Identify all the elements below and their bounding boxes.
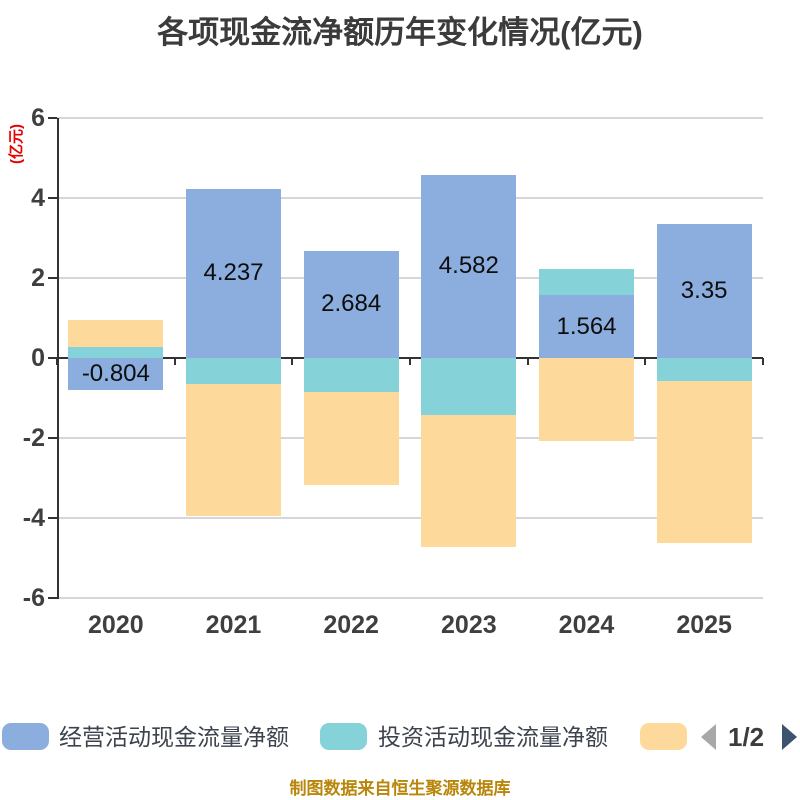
legend-swatch-financing[interactable] [640, 723, 687, 750]
x-axis-tick [644, 358, 647, 365]
x-axis-tick [56, 358, 58, 365]
x-axis-tick [173, 358, 176, 365]
y-tick-label: 0 [31, 344, 45, 372]
y-tick-label: 4 [31, 184, 45, 212]
bar-segment-financing[interactable] [539, 358, 634, 442]
y-axis-tick [48, 197, 57, 199]
y-gridline [57, 517, 763, 519]
y-axis-line [57, 118, 59, 599]
bar-value-label: 3.35 [680, 277, 728, 304]
y-tick-label: 6 [31, 104, 45, 132]
x-category-label: 2022 [323, 611, 379, 639]
chart-title: 各项现金流净额历年变化情况(亿元) [157, 15, 643, 50]
bar-segment-financing[interactable] [303, 392, 399, 486]
y-gridline [57, 597, 763, 599]
x-category-label: 2023 [441, 611, 497, 639]
footer-note: 制图数据来自恒生聚源数据库 [289, 779, 511, 798]
y-tick-label: -6 [22, 584, 45, 612]
plot-area: 6 4 2 0 -2 -4 -6 -0.804 2020 4.237 2021 2.684 2022 4.… [23, 104, 764, 639]
bar-segment-financing[interactable] [421, 415, 517, 548]
y-axis-tick [48, 437, 57, 439]
bar-value-label: 1.564 [556, 312, 617, 340]
x-category-label: 2021 [205, 611, 262, 639]
y-gridline [57, 437, 763, 439]
bar-value-label: -0.804 [81, 360, 150, 388]
y-tick-label: 2 [31, 264, 45, 292]
bar-segment-financing[interactable] [68, 320, 164, 347]
y-axis-tick [48, 277, 57, 279]
x-category-label: 2024 [558, 611, 615, 639]
bar-segment-operating[interactable] [421, 174, 517, 358]
bar-segment-investing[interactable] [186, 358, 281, 384]
bar-segment-financing[interactable] [186, 384, 281, 516]
bar-segment-investing[interactable] [421, 358, 517, 416]
bar-segment-investing[interactable] [303, 358, 399, 392]
bar-segment-investing[interactable] [539, 269, 634, 296]
legend-label-operating[interactable]: 经营活动现金流量净额 [59, 724, 289, 750]
y-gridline [57, 277, 763, 279]
legend-label-investing[interactable]: 投资活动现金流量净额 [378, 724, 608, 750]
bar-segment-financing[interactable] [656, 381, 752, 544]
legend-swatch-operating[interactable] [2, 723, 49, 750]
legend-page-prev-icon[interactable] [701, 724, 716, 750]
legend: 经营活动现金流量净额 投资活动现金流量净额 1/2 [0, 722, 800, 752]
x-axis-tick [762, 358, 764, 365]
bar-segment-investing[interactable] [68, 346, 164, 358]
bar-value-label: 4.582 [438, 252, 499, 280]
y-tick-label: -4 [22, 504, 45, 532]
bar-segment-investing[interactable] [656, 358, 752, 382]
y-axis-tick [48, 517, 57, 519]
legend-page-indicator: 1/2 [728, 722, 765, 752]
bar-segment-operating[interactable] [68, 358, 164, 391]
x-category-label: 2025 [676, 611, 732, 639]
y-axis-tick [48, 117, 57, 119]
bar-segment-operating[interactable] [539, 295, 634, 358]
bar-segment-operating[interactable] [656, 224, 752, 358]
bar-value-label: 4.237 [203, 259, 264, 287]
y-axis-tick [48, 357, 57, 359]
y-tick-label: -2 [22, 424, 45, 452]
legend-swatch-investing[interactable] [320, 723, 367, 750]
y-axis-tick [48, 597, 57, 599]
x-axis-tick [291, 358, 294, 365]
bar-segment-operating[interactable] [186, 188, 281, 358]
x-category-label: 2020 [88, 611, 144, 639]
x-axis-tick [409, 358, 411, 365]
y-gridline [57, 117, 763, 119]
bar-value-label: 2.684 [321, 290, 382, 318]
y-gridline [57, 197, 763, 199]
bar-segment-operating[interactable] [303, 250, 399, 358]
legend-page-next-icon[interactable] [782, 724, 797, 750]
x-axis-tick [526, 358, 529, 365]
